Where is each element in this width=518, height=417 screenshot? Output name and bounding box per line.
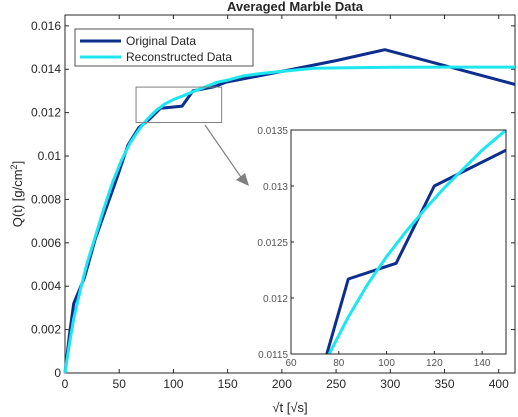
y-tick-label: 0 (54, 366, 61, 380)
y-tick-label: 0.006 (31, 236, 61, 250)
zoom-arrow-head (236, 173, 249, 186)
y-tick-label: 0.002 (31, 323, 61, 337)
y-tick-label: 0.016 (31, 19, 61, 33)
x-tick-label: 350 (435, 377, 455, 391)
legend-box (74, 28, 254, 67)
chart-title: Averaged Marble Data (227, 0, 364, 14)
x-tick-label: 0 (62, 377, 69, 391)
x-tick-label: 250 (326, 377, 346, 391)
inset-x-tick-label: 60 (285, 358, 297, 369)
inset-y-tick-label: 0.0115 (258, 350, 288, 361)
x-axis: 0 50 100 150 200 250 300 350 400 (62, 15, 509, 391)
x-tick-label: 100 (163, 377, 183, 391)
main-series-group (63, 48, 516, 374)
x-tick-label: 150 (218, 377, 238, 391)
y-axis-label-superscript: 2 (9, 164, 19, 169)
y-tick-label: 0.012 (31, 106, 61, 120)
x-tick-label: 300 (380, 377, 400, 391)
y-tick-label: 0.008 (31, 192, 61, 206)
inset-y-tick-label: 0.0125 (257, 238, 288, 249)
series-line-reconstructed (63, 65, 515, 374)
zoom-arrow-line (204, 124, 244, 181)
y-tick-label: 0.01 (38, 149, 62, 163)
y-axis-label: Q(t) [g/cm2] (9, 161, 25, 227)
inset-y-axis: 0.0115 0.012 0.0125 0.013 0.0135 (257, 126, 294, 361)
x-tick-label: 400 (489, 377, 509, 391)
legend: Original Data Reconstructed Data (74, 28, 254, 67)
y-tick-label: 0.014 (31, 62, 61, 76)
inset-x-tick-label: 100 (378, 358, 395, 369)
x-axis-label: √t [√s] (272, 400, 307, 415)
main-axes-frame (64, 14, 516, 374)
inset-y-tick-label: 0.0135 (257, 126, 288, 137)
x-tick-label: 200 (272, 377, 292, 391)
x-tick-label: 50 (113, 377, 127, 391)
inset-y-tick-label: 0.012 (263, 294, 288, 305)
y-axis-label-main: Q(t) [g/cm (10, 169, 25, 227)
legend-label-original: Original Data (126, 34, 196, 48)
inset-line-reconstructed (327, 130, 506, 354)
legend-label-reconstructed: Reconstructed Data (126, 50, 232, 64)
inset-y-tick-label: 0.013 (263, 182, 288, 193)
inset-series-group (325, 130, 506, 354)
inset-x-tick-label: 120 (426, 358, 443, 369)
zoom-box (135, 86, 223, 123)
zoom-arrow (204, 124, 249, 186)
inset-x-axis: 60 80 100 120 140 (285, 351, 491, 369)
inset-x-tick-label: 140 (474, 358, 491, 369)
y-axis: 0 0.002 0.004 0.006 0.008 0.01 0.012 0.014 0.016 (31, 19, 515, 380)
inset-x-tick-label: 80 (333, 358, 345, 369)
y-axis-label-end: ] (10, 161, 25, 165)
y-tick-label: 0.004 (31, 279, 61, 293)
